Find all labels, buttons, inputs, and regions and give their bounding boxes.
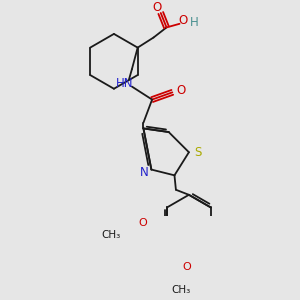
Text: HN: HN [116, 77, 134, 90]
Text: O: O [138, 218, 147, 228]
Text: CH₃: CH₃ [102, 230, 121, 240]
Text: O: O [182, 262, 191, 272]
Text: H: H [190, 16, 198, 29]
Text: O: O [178, 14, 188, 27]
Text: O: O [152, 1, 162, 14]
Text: N: N [140, 166, 148, 179]
Text: S: S [194, 146, 201, 159]
Text: O: O [176, 84, 186, 98]
Text: CH₃: CH₃ [171, 285, 190, 295]
